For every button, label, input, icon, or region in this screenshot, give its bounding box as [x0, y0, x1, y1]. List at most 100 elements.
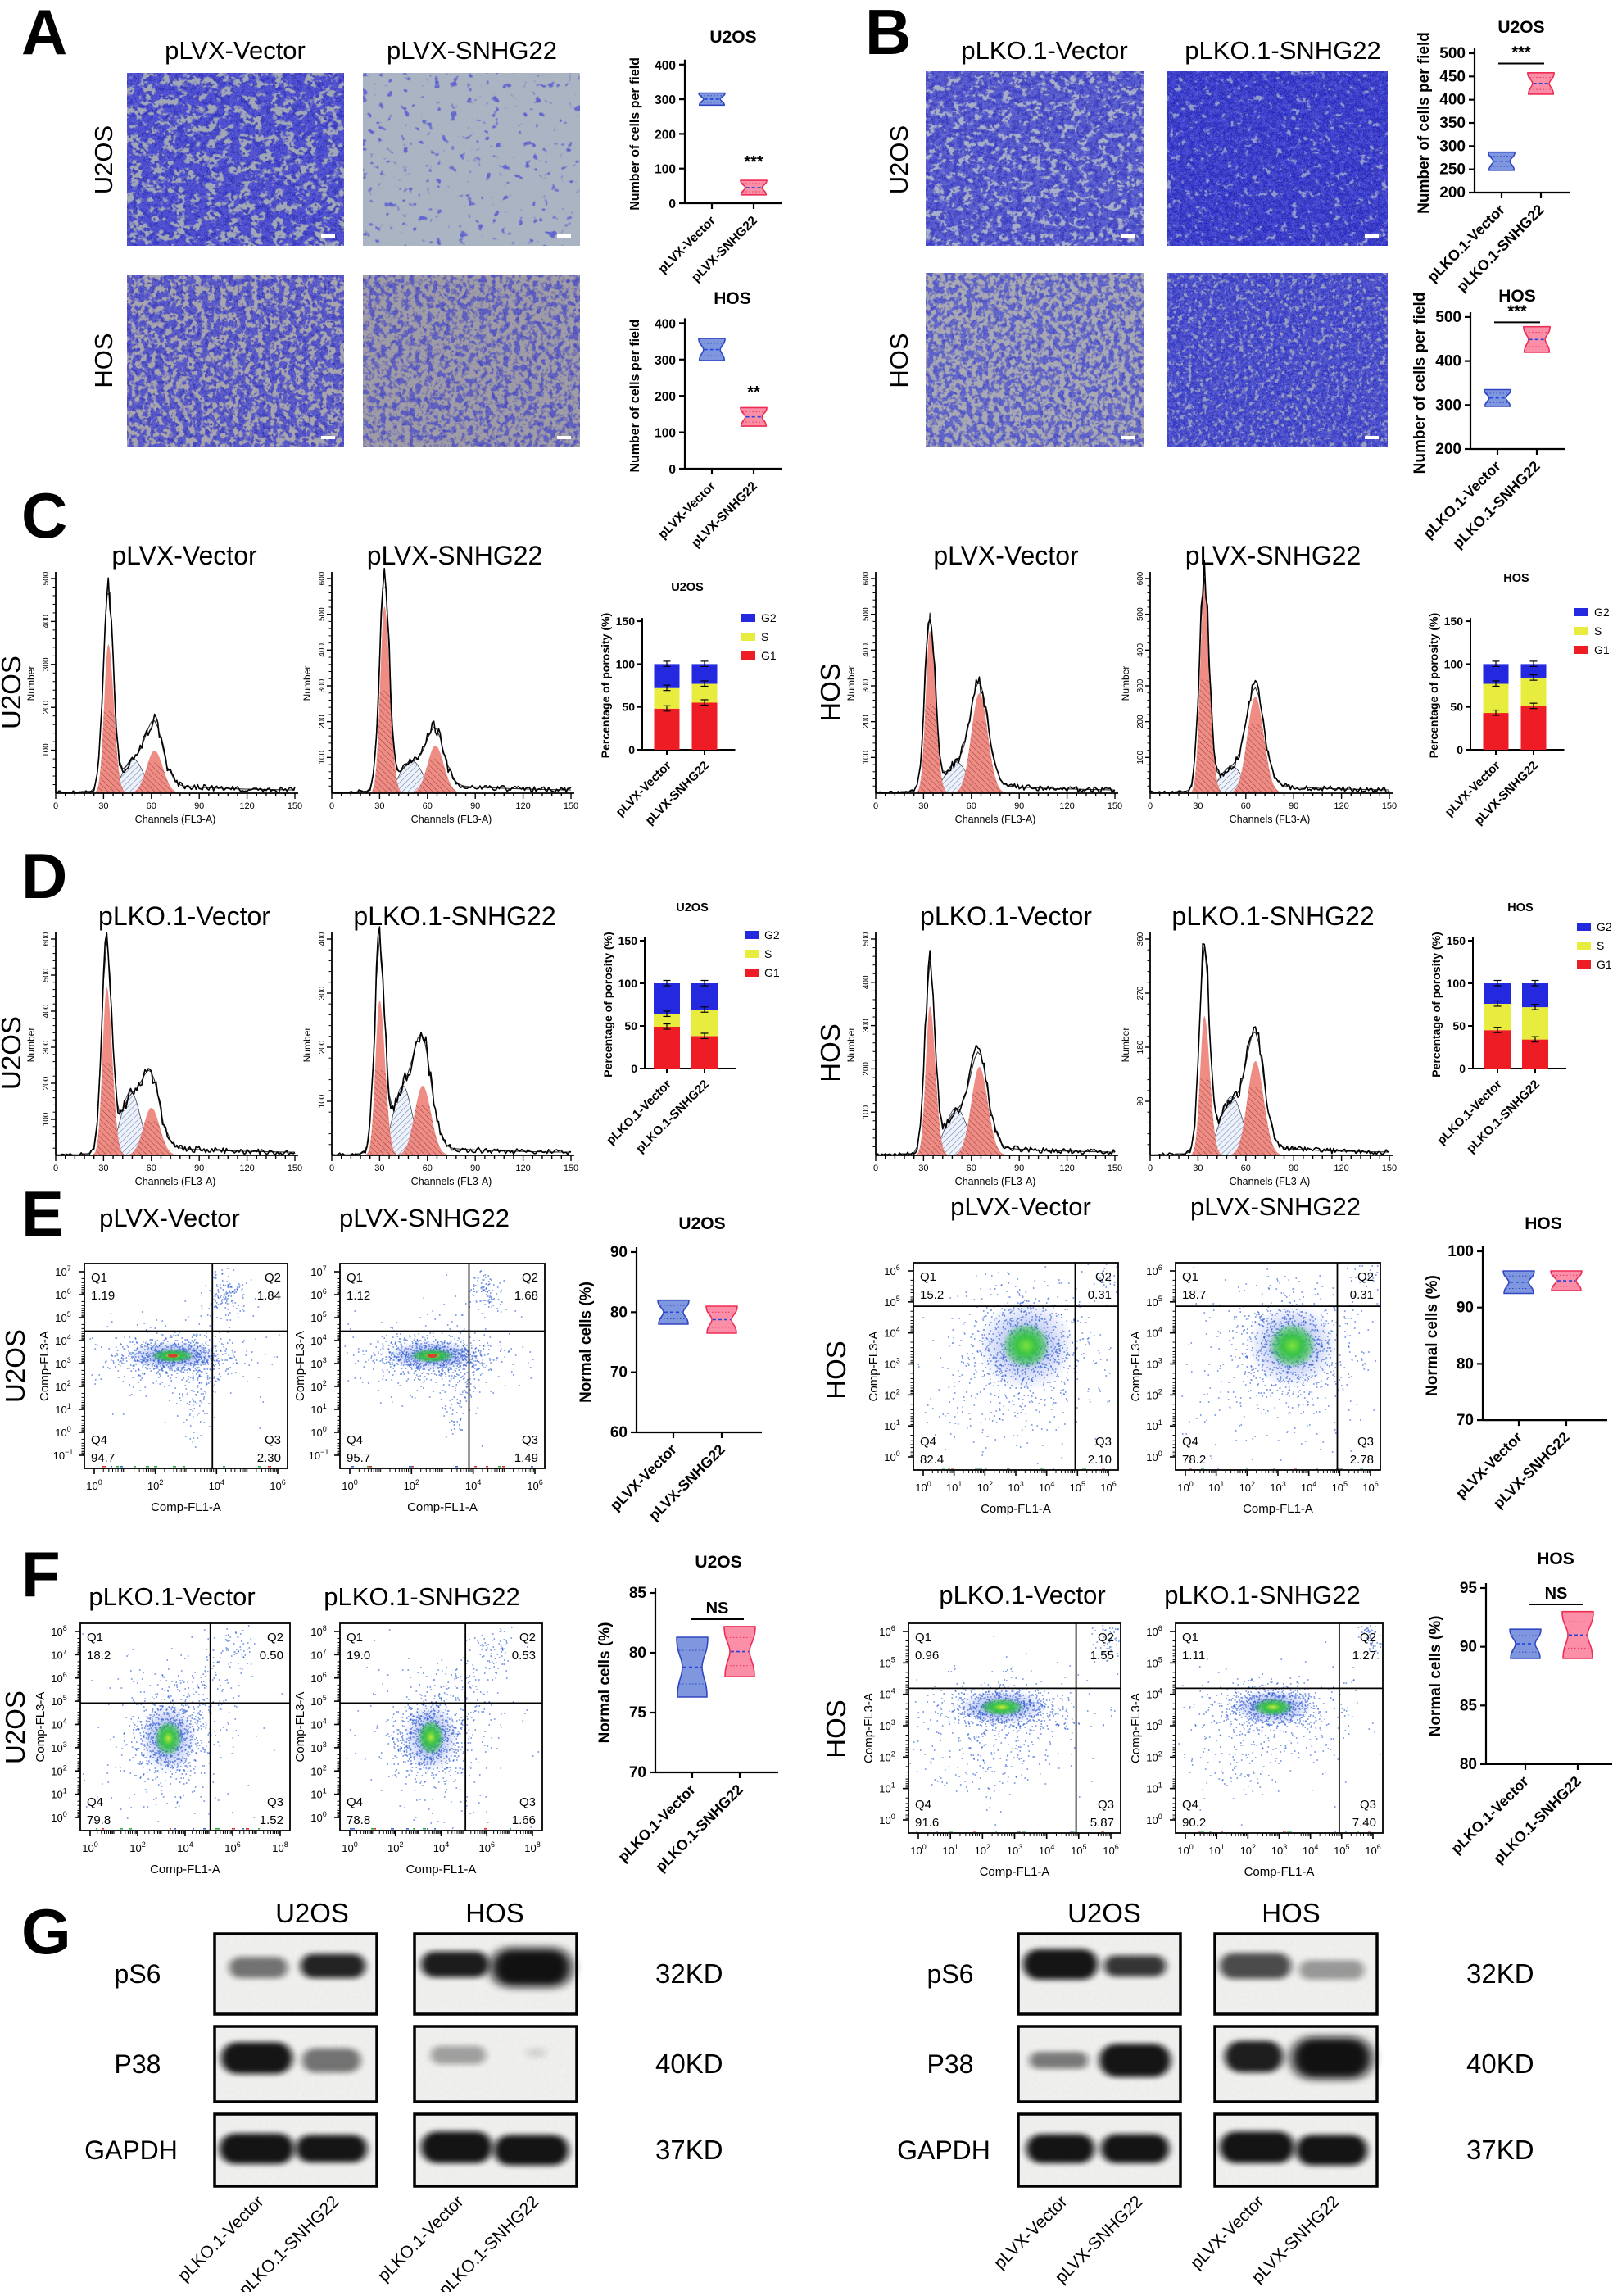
svg-text:80: 80	[629, 1645, 646, 1662]
svg-text:Number: Number	[301, 1028, 313, 1063]
svg-text:Number: Number	[25, 666, 37, 701]
svg-text:90: 90	[194, 1164, 204, 1173]
svg-text:50: 50	[1452, 1019, 1466, 1032]
svg-text:Number of cells per field: Number of cells per field	[1416, 32, 1433, 214]
svg-text:400: 400	[1439, 92, 1466, 109]
svg-text:P38: P38	[115, 2049, 161, 2079]
svg-text:Q4: Q4	[87, 1795, 103, 1809]
svg-text:Channels (FL3-A): Channels (FL3-A)	[955, 1176, 1036, 1187]
svg-text:1.19: 1.19	[91, 1289, 115, 1303]
svg-text:Q4: Q4	[1182, 1798, 1198, 1812]
svg-text:90: 90	[1014, 801, 1024, 811]
svg-text:79.8: 79.8	[87, 1813, 111, 1827]
svg-text:HOS: HOS	[821, 1699, 851, 1758]
svg-text:500: 500	[42, 968, 51, 982]
svg-text:1.68: 1.68	[514, 1289, 538, 1303]
svg-text:0: 0	[631, 1062, 637, 1075]
svg-text:Comp-FL3-A: Comp-FL3-A	[293, 1331, 307, 1401]
svg-text:Normal cells (%): Normal cells (%)	[1424, 1275, 1441, 1396]
svg-text:400: 400	[655, 317, 676, 331]
svg-text:120: 120	[239, 1164, 254, 1173]
svg-text:HOS: HOS	[465, 1898, 524, 1928]
svg-text:120: 120	[1059, 1164, 1074, 1173]
svg-text:**: **	[747, 383, 760, 402]
svg-text:U2OS: U2OS	[676, 901, 709, 914]
svg-text:Normal cells (%): Normal cells (%)	[578, 1282, 595, 1403]
svg-text:90: 90	[610, 1244, 628, 1261]
svg-text:150: 150	[616, 615, 636, 628]
svg-text:***: ***	[1511, 43, 1531, 61]
svg-text:2.78: 2.78	[1350, 1453, 1374, 1467]
svg-text:200: 200	[42, 700, 51, 714]
svg-text:pLVX-SNHG22: pLVX-SNHG22	[339, 1204, 510, 1232]
svg-text:90: 90	[1457, 1300, 1474, 1317]
svg-text:90: 90	[1289, 801, 1298, 811]
svg-text:U2OS: U2OS	[0, 1329, 30, 1403]
svg-text:80: 80	[1460, 1756, 1477, 1773]
svg-text:7.40: 7.40	[1352, 1816, 1376, 1830]
svg-text:Number of cells per field: Number of cells per field	[628, 57, 642, 211]
svg-text:B: B	[865, 0, 911, 68]
svg-text:HOS: HOS	[885, 333, 913, 388]
svg-text:100: 100	[42, 1112, 51, 1126]
svg-text:0.50: 0.50	[260, 1649, 283, 1663]
svg-text:120: 120	[1059, 801, 1074, 811]
svg-text:G2: G2	[764, 928, 780, 942]
svg-text:70: 70	[1457, 1412, 1474, 1429]
svg-text:300: 300	[862, 678, 871, 692]
svg-text:18.7: 18.7	[1182, 1288, 1206, 1302]
svg-text:200: 200	[1439, 184, 1466, 202]
svg-text:150: 150	[1108, 1164, 1122, 1173]
svg-text:400: 400	[862, 975, 871, 989]
svg-text:Q1: Q1	[347, 1271, 363, 1285]
svg-text:150: 150	[1444, 615, 1464, 628]
svg-text:300: 300	[42, 657, 51, 671]
svg-text:Q1: Q1	[920, 1270, 936, 1284]
svg-text:HOS: HOS	[815, 1023, 845, 1082]
svg-text:300: 300	[318, 986, 327, 1000]
svg-text:Comp-FL3-A: Comp-FL3-A	[1129, 1332, 1143, 1402]
svg-text:60: 60	[610, 1424, 628, 1441]
svg-text:270: 270	[1136, 986, 1145, 1000]
svg-text:120: 120	[1334, 801, 1348, 811]
svg-text:0.31: 0.31	[1088, 1288, 1112, 1302]
svg-text:100: 100	[862, 751, 871, 765]
svg-text:pLVX-SNHG22: pLVX-SNHG22	[387, 36, 557, 65]
svg-text:200: 200	[862, 715, 871, 728]
svg-text:Comp-FL1-A: Comp-FL1-A	[151, 1500, 221, 1514]
svg-text:40KD: 40KD	[655, 2049, 723, 2079]
svg-text:U2OS: U2OS	[885, 125, 913, 194]
svg-text:100: 100	[1136, 751, 1145, 765]
svg-text:100: 100	[616, 657, 636, 670]
svg-text:***: ***	[1507, 302, 1527, 320]
svg-text:pLKO.1-Vector: pLKO.1-Vector	[88, 1582, 255, 1611]
svg-text:HOS: HOS	[89, 333, 118, 388]
svg-text:Q1: Q1	[1182, 1270, 1198, 1284]
svg-text:Q2: Q2	[1357, 1270, 1374, 1284]
svg-text:450: 450	[1439, 68, 1466, 85]
svg-text:0.53: 0.53	[512, 1649, 536, 1663]
svg-text:Comp-FL3-A: Comp-FL3-A	[867, 1332, 881, 1402]
svg-text:200: 200	[1136, 715, 1145, 728]
svg-text:Q4: Q4	[347, 1795, 363, 1809]
svg-text:100: 100	[318, 1094, 327, 1108]
svg-text:Q1: Q1	[91, 1271, 107, 1285]
svg-text:300: 300	[1136, 678, 1145, 692]
svg-text:85: 85	[629, 1585, 647, 1602]
svg-text:100: 100	[318, 751, 327, 765]
svg-text:Number: Number	[25, 1028, 37, 1063]
svg-text:60: 60	[423, 801, 433, 811]
svg-text:60: 60	[147, 1164, 156, 1173]
svg-text:600: 600	[1136, 571, 1145, 585]
svg-text:400: 400	[318, 932, 327, 946]
svg-text:pLVX-SNHG22: pLVX-SNHG22	[1185, 541, 1361, 570]
svg-text:0: 0	[1457, 743, 1463, 756]
svg-text:78.8: 78.8	[347, 1813, 370, 1827]
svg-text:HOS: HOS	[1507, 901, 1534, 914]
svg-text:0.96: 0.96	[915, 1649, 939, 1663]
svg-text:150: 150	[564, 1164, 578, 1173]
svg-text:0: 0	[668, 463, 676, 477]
svg-text:500: 500	[862, 607, 871, 621]
svg-text:G: G	[21, 1895, 71, 1967]
svg-text:90: 90	[1136, 1096, 1145, 1106]
